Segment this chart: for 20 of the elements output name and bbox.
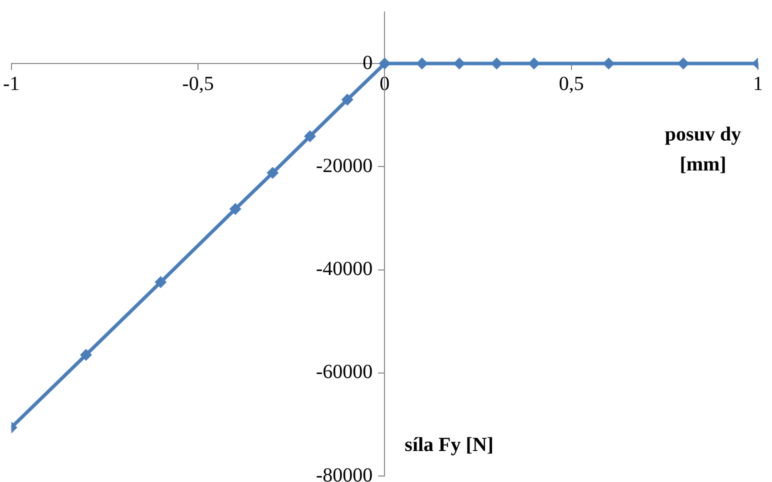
y-tick-label: -20000 [316, 154, 373, 177]
y-axis-title: síla Fy [N] [404, 434, 494, 456]
y-tick-label: -80000 [316, 464, 373, 482]
y-tick-label: 0 [362, 52, 373, 74]
point [304, 130, 316, 142]
x-tick-label: 1 [753, 72, 763, 95]
point [229, 202, 242, 215]
y-tick-label: -40000 [316, 258, 373, 280]
point [528, 58, 540, 70]
x-tick-label: -1 [2, 72, 20, 95]
point [266, 166, 279, 179]
x-tick-label: -0,5 [182, 72, 214, 95]
point [341, 94, 354, 106]
x-tick-label: 0,5 [558, 72, 584, 95]
point [154, 276, 167, 288]
point [416, 58, 428, 70]
x-axis-title: posuv dy [mm] [664, 124, 742, 176]
y-tick-label: -60000 [316, 361, 373, 384]
point [80, 348, 92, 361]
x-tick-label: 0 [380, 72, 390, 95]
